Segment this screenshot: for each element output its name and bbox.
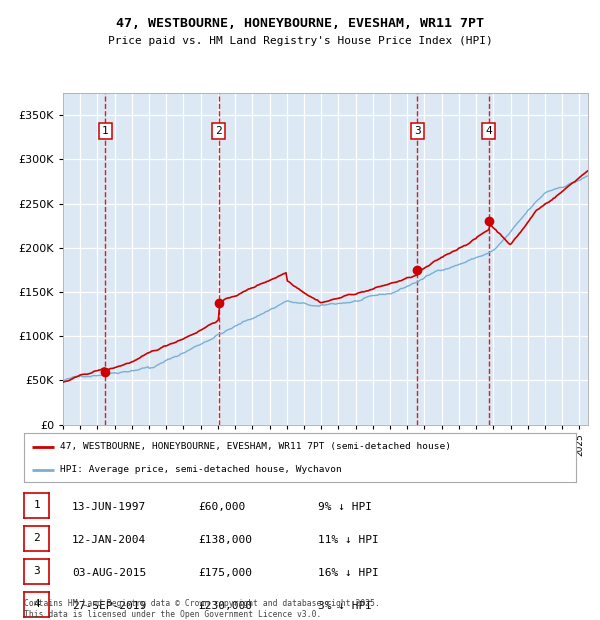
Text: HPI: Average price, semi-detached house, Wychavon: HPI: Average price, semi-detached house,…	[60, 466, 341, 474]
Text: £230,000: £230,000	[198, 601, 252, 611]
Text: 47, WESTBOURNE, HONEYBOURNE, EVESHAM, WR11 7PT: 47, WESTBOURNE, HONEYBOURNE, EVESHAM, WR…	[116, 17, 484, 30]
Text: 16% ↓ HPI: 16% ↓ HPI	[318, 568, 379, 578]
Text: 2: 2	[215, 126, 222, 136]
Text: £60,000: £60,000	[198, 502, 245, 513]
Text: £138,000: £138,000	[198, 535, 252, 546]
Text: 1: 1	[33, 500, 40, 510]
Text: Price paid vs. HM Land Registry's House Price Index (HPI): Price paid vs. HM Land Registry's House …	[107, 36, 493, 46]
Text: 9% ↓ HPI: 9% ↓ HPI	[318, 502, 372, 513]
Text: 4: 4	[485, 126, 492, 136]
Text: 13-JUN-1997: 13-JUN-1997	[72, 502, 146, 513]
Text: 11% ↓ HPI: 11% ↓ HPI	[318, 535, 379, 546]
Text: 03-AUG-2015: 03-AUG-2015	[72, 568, 146, 578]
Text: 12-JAN-2004: 12-JAN-2004	[72, 535, 146, 546]
Text: 4: 4	[33, 599, 40, 609]
Text: 3% ↓ HPI: 3% ↓ HPI	[318, 601, 372, 611]
Text: 27-SEP-2019: 27-SEP-2019	[72, 601, 146, 611]
Text: £175,000: £175,000	[198, 568, 252, 578]
Text: Contains HM Land Registry data © Crown copyright and database right 2025.
This d: Contains HM Land Registry data © Crown c…	[24, 600, 380, 619]
Text: 47, WESTBOURNE, HONEYBOURNE, EVESHAM, WR11 7PT (semi-detached house): 47, WESTBOURNE, HONEYBOURNE, EVESHAM, WR…	[60, 442, 451, 451]
Text: 3: 3	[414, 126, 421, 136]
Text: 2: 2	[33, 533, 40, 543]
Text: 1: 1	[102, 126, 109, 136]
Text: 3: 3	[33, 566, 40, 576]
